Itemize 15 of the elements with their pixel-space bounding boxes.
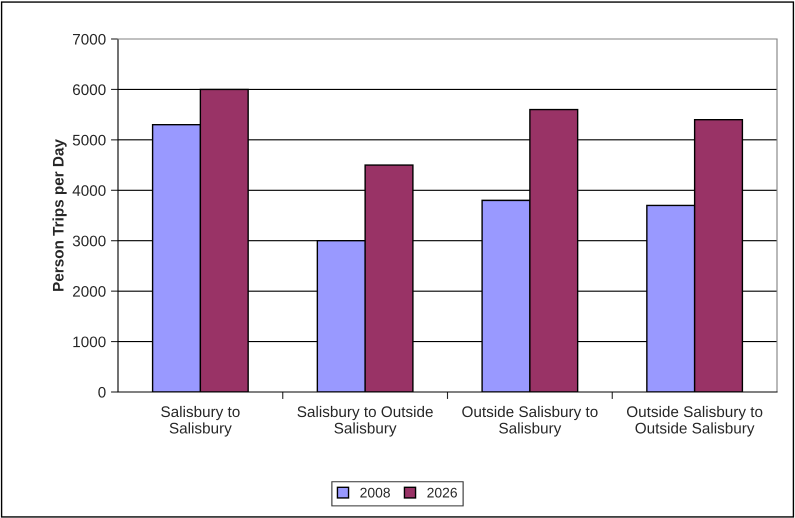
x-tick-label: Salisbury to Outside Salisbury: [297, 406, 433, 437]
y-tick-label: 4000: [72, 185, 106, 196]
y-axis-title: Person Trips per Day: [52, 139, 67, 291]
y-tick-label: 5000: [72, 134, 106, 146]
x-tick-label: Salisbury to Salisbury: [161, 406, 240, 437]
legend-label: 2008: [360, 488, 390, 498]
y-tick-label: 1000: [73, 336, 106, 348]
x-tick-label: Outside Salisbury to Salisbury: [462, 406, 598, 437]
y-tick-label: 7000: [72, 34, 106, 45]
legend-label: 2026: [427, 488, 457, 498]
y-tick-label: 0: [98, 386, 106, 398]
y-tick-label: 2000: [72, 286, 106, 297]
y-tick-label: 3000: [72, 236, 106, 246]
x-tick-label: Outside Salisbury to Outside Salisbury: [626, 406, 762, 437]
y-tick-label: 6000: [72, 84, 106, 96]
